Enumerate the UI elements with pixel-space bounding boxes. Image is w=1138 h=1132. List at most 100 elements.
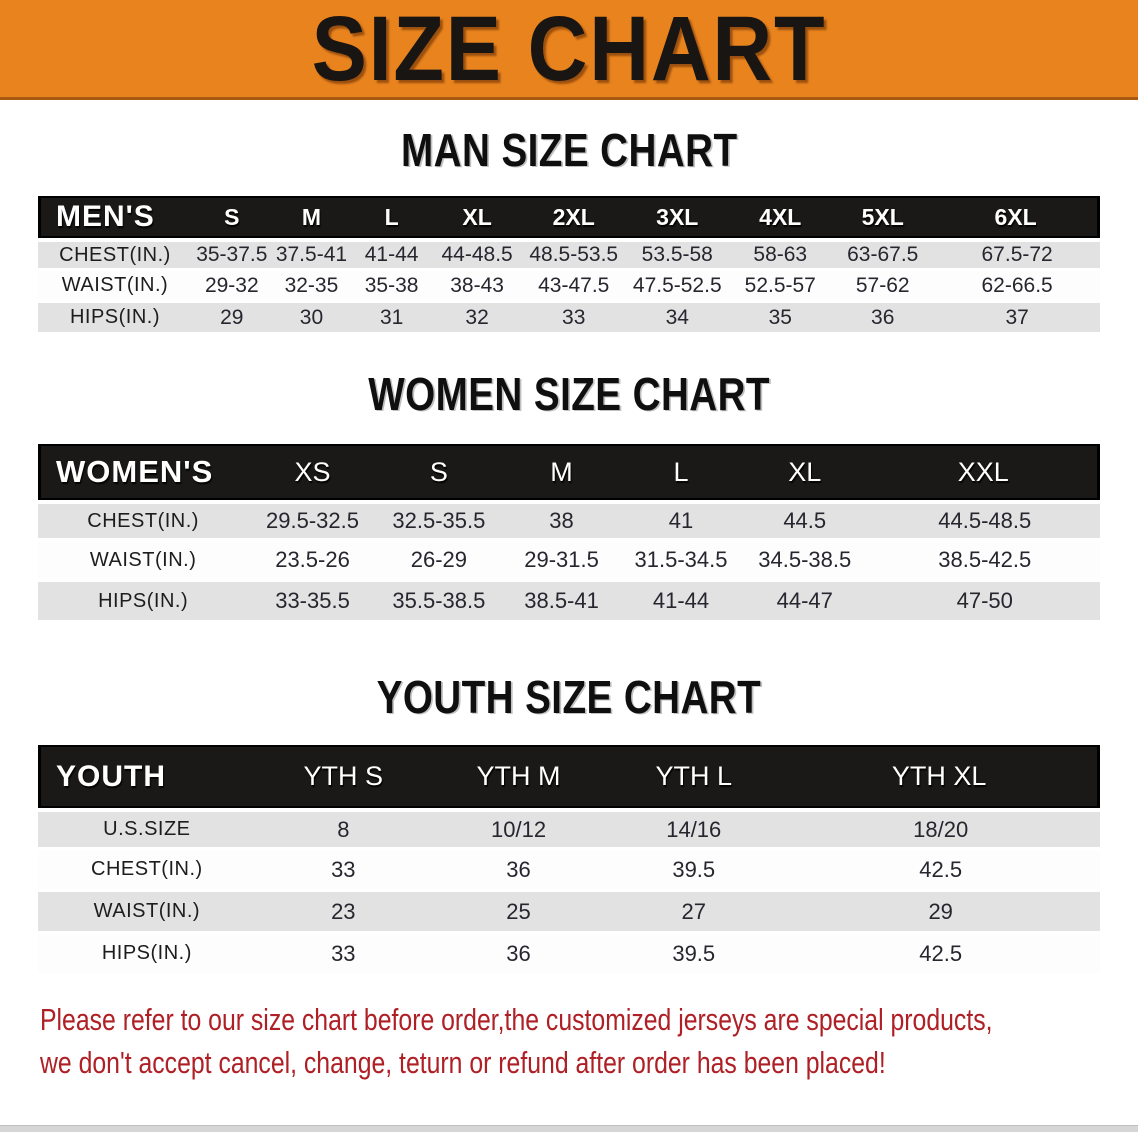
col-header: S xyxy=(191,196,272,238)
size-cell: 34.5-38.5 xyxy=(739,541,870,582)
table-row-waist: WAIST(IN.) 23.5-26 26-29 29-31.5 31.5-34… xyxy=(38,541,1100,582)
col-header: YTH XL xyxy=(781,745,1100,808)
col-header: XS xyxy=(248,444,377,500)
size-cell: 33 xyxy=(522,303,626,335)
size-cell: 33-35.5 xyxy=(248,582,377,623)
col-header: XL xyxy=(431,196,523,238)
size-cell: 41 xyxy=(622,500,740,541)
size-cell: 29 xyxy=(191,303,272,335)
men-header-row: MEN'S S M L XL 2XL 3XL 4XL 5XL 6XL xyxy=(38,196,1100,238)
size-cell: 10/12 xyxy=(430,808,607,850)
size-cell: 44-47 xyxy=(739,582,870,623)
size-cell: 32-35 xyxy=(271,271,352,303)
size-cell: 39.5 xyxy=(606,934,782,976)
table-row-hips: HIPS(IN.) 33 36 39.5 42.5 xyxy=(38,934,1100,976)
size-cell: 43-47.5 xyxy=(522,271,626,303)
size-cell: 34 xyxy=(625,303,730,335)
youth-group-label: YOUTH xyxy=(38,745,256,808)
size-cell: 35-38 xyxy=(351,271,432,303)
order-notice: Please refer to our size chart before or… xyxy=(40,998,1138,1084)
size-cell: 23.5-26 xyxy=(248,541,377,582)
size-cell: 35 xyxy=(729,303,832,335)
table-row-waist: WAIST(IN.) 29-32 32-35 35-38 38-43 43-47… xyxy=(38,271,1100,303)
women-group-label: WOMEN'S xyxy=(38,444,249,500)
size-cell: 29-31.5 xyxy=(501,541,623,582)
size-cell: 35.5-38.5 xyxy=(376,582,502,623)
men-group-label: MEN'S xyxy=(38,196,192,238)
size-cell: 29-32 xyxy=(191,271,272,303)
size-cell: 39.5 xyxy=(606,850,782,892)
size-cell: 53.5-58 xyxy=(625,238,730,271)
table-row-waist: WAIST(IN.) 23 25 27 29 xyxy=(38,892,1100,934)
col-header: YTH L xyxy=(606,745,782,808)
size-cell: 18/20 xyxy=(781,808,1100,850)
col-header: 6XL xyxy=(934,196,1100,238)
size-cell: 27 xyxy=(606,892,782,934)
row-label: HIPS(IN.) xyxy=(38,934,256,976)
women-size-table: WOMEN'S XS S M L XL XXL CHEST(IN.) 29.5-… xyxy=(38,444,1100,623)
size-cell: 29.5-32.5 xyxy=(248,500,377,541)
size-cell: 52.5-57 xyxy=(729,271,832,303)
size-cell: 47.5-52.5 xyxy=(625,271,730,303)
size-cell: 32.5-35.5 xyxy=(376,500,502,541)
col-header: M xyxy=(501,444,623,500)
size-cell: 67.5-72 xyxy=(934,238,1100,271)
size-cell: 58-63 xyxy=(729,238,832,271)
col-header: XXL xyxy=(869,444,1100,500)
bottom-edge-strip xyxy=(0,1125,1138,1132)
size-cell: 32 xyxy=(431,303,523,335)
size-cell: 38 xyxy=(501,500,623,541)
size-cell: 30 xyxy=(271,303,352,335)
row-label: WAIST(IN.) xyxy=(38,892,256,934)
size-cell: 37.5-41 xyxy=(271,238,352,271)
row-label: WAIST(IN.) xyxy=(38,541,249,582)
size-cell: 42.5 xyxy=(781,934,1100,976)
size-cell: 38.5-42.5 xyxy=(869,541,1100,582)
row-label: WAIST(IN.) xyxy=(38,271,192,303)
youth-header-row: YOUTH YTH S YTH M YTH L YTH XL xyxy=(38,745,1100,808)
order-notice-line-2: we don't accept cancel, change, teturn o… xyxy=(40,1045,886,1080)
table-row-hips: HIPS(IN.) 33-35.5 35.5-38.5 38.5-41 41-4… xyxy=(38,582,1100,623)
col-header: XL xyxy=(739,444,870,500)
size-cell: 8 xyxy=(255,808,431,850)
women-section-title: WOMEN SIZE CHART xyxy=(368,368,770,420)
size-cell: 31.5-34.5 xyxy=(622,541,740,582)
size-cell: 36 xyxy=(430,934,607,976)
size-cell: 48.5-53.5 xyxy=(522,238,626,271)
size-cell: 41-44 xyxy=(622,582,740,623)
size-cell: 44-48.5 xyxy=(431,238,523,271)
order-notice-line-1: Please refer to our size chart before or… xyxy=(40,1002,993,1037)
size-cell: 63-67.5 xyxy=(831,238,935,271)
women-header-row: WOMEN'S XS S M L XL XXL xyxy=(38,444,1100,500)
size-cell: 38.5-41 xyxy=(501,582,623,623)
size-cell: 37 xyxy=(934,303,1100,335)
size-cell: 33 xyxy=(255,850,431,892)
row-label: HIPS(IN.) xyxy=(38,303,192,335)
size-cell: 35-37.5 xyxy=(191,238,272,271)
row-label: U.S.SIZE xyxy=(38,808,256,850)
size-cell: 42.5 xyxy=(781,850,1100,892)
size-cell: 33 xyxy=(255,934,431,976)
col-header: YTH M xyxy=(430,745,607,808)
size-cell: 62-66.5 xyxy=(934,271,1100,303)
table-row-chest: CHEST(IN.) 33 36 39.5 42.5 xyxy=(38,850,1100,892)
col-header: L xyxy=(622,444,740,500)
size-cell: 26-29 xyxy=(376,541,502,582)
size-cell: 44.5-48.5 xyxy=(869,500,1100,541)
youth-size-table: YOUTH YTH S YTH M YTH L YTH XL U.S.SIZE … xyxy=(38,745,1100,976)
size-cell: 47-50 xyxy=(869,582,1100,623)
men-size-table: MEN'S S M L XL 2XL 3XL 4XL 5XL 6XL CHEST… xyxy=(38,196,1100,335)
row-label: HIPS(IN.) xyxy=(38,582,249,623)
table-row-hips: HIPS(IN.) 29 30 31 32 33 34 35 36 37 xyxy=(38,303,1100,335)
youth-section-title: YOUTH SIZE CHART xyxy=(376,671,762,723)
col-header: 2XL xyxy=(522,196,626,238)
col-header: M xyxy=(271,196,352,238)
man-section-title: MAN SIZE CHART xyxy=(400,124,738,176)
col-header: 4XL xyxy=(729,196,832,238)
size-cell: 57-62 xyxy=(831,271,935,303)
col-header: L xyxy=(351,196,432,238)
col-header: S xyxy=(376,444,502,500)
size-cell: 25 xyxy=(430,892,607,934)
size-cell: 31 xyxy=(351,303,432,335)
